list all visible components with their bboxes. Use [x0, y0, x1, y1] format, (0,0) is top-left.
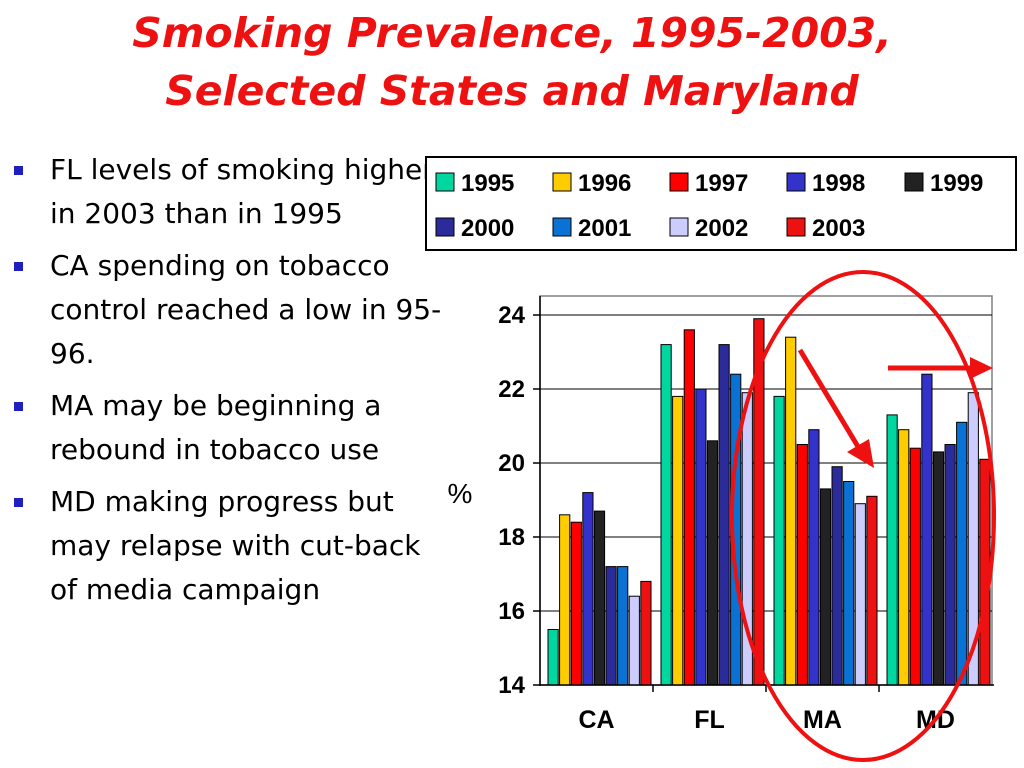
bar-fl-2000 [718, 344, 730, 686]
bar-ca-1998 [582, 492, 594, 686]
ma-decline-arrow-shaft [797, 348, 863, 452]
legend-swatch [552, 172, 572, 192]
bar-ma-1999 [819, 488, 832, 686]
bar-fl-1998 [695, 388, 707, 686]
bullet-square-icon [14, 402, 23, 411]
bar-ma-2002 [854, 503, 866, 686]
bar-ca-1996 [559, 514, 571, 686]
bullet-text: FL levels of smoking higher in 2003 than… [50, 153, 434, 230]
title-line-2: Selected States and Maryland [165, 67, 859, 115]
bullet-item: MD making progress but may relapse with … [12, 480, 452, 612]
bar-fl-1999 [706, 440, 719, 686]
bar-ma-2000 [831, 466, 843, 686]
bullet-list: FL levels of smoking higher in 2003 than… [12, 148, 452, 620]
bullet-square-icon [14, 262, 23, 271]
bar-ma-1996 [785, 336, 797, 686]
y-tick-label: 14 [498, 672, 525, 699]
y-tick-label: 16 [498, 598, 525, 625]
legend-label: 2003 [812, 215, 865, 242]
legend-label: 1999 [930, 170, 983, 197]
bullet-item: CA spending on tobacco control reached a… [12, 244, 452, 376]
x-category-label: CA [578, 706, 614, 734]
bar-md-1996 [898, 429, 910, 686]
slide-title: Smoking Prevalence, 1995-2003, Selected … [0, 4, 1024, 120]
annotations [730, 270, 996, 762]
legend-label: 1998 [812, 170, 865, 197]
ma-decline-arrow-head [847, 439, 874, 468]
legend-label: 1996 [578, 170, 631, 197]
bar-md-1997 [909, 447, 921, 686]
bar-ma-2001 [843, 481, 855, 686]
bar-ca-1999 [593, 510, 606, 686]
legend-swatch [786, 172, 806, 192]
bar-md-2000 [944, 444, 956, 686]
legend-swatch [552, 217, 572, 237]
y-tick-label: 18 [498, 524, 525, 551]
bar-ma-2003 [866, 495, 878, 686]
bullet-text: CA spending on tobacco control reached a… [50, 249, 442, 370]
x-category-label: FL [694, 706, 725, 734]
x-category-label: MA [803, 706, 842, 734]
bar-ma-1997 [796, 444, 808, 686]
bullet-item: MA may be beginning a rebound in tobacco… [12, 384, 452, 472]
bar-fl-1995 [660, 344, 672, 686]
bar-ma-1995 [773, 395, 785, 686]
y-axis-label: % [448, 478, 473, 509]
bars [547, 318, 991, 686]
bar-ma-1998 [808, 429, 820, 686]
bar-ca-1995 [547, 629, 559, 686]
bar-ca-2003 [640, 580, 652, 686]
bullet-text: MD making progress but may relapse with … [50, 485, 421, 606]
chart-legend: 1995 1996 1997 1998 1999 2000 2001 2002 2003 [425, 156, 1017, 251]
bar-md-1999 [932, 451, 945, 686]
y-tick-labels: 14 16 18 20 22 24 [498, 302, 525, 699]
bar-ca-1997 [570, 521, 582, 686]
y-tick-label: 20 [498, 450, 525, 477]
bar-md-1995 [886, 414, 898, 686]
legend-label: 1995 [461, 170, 514, 197]
highlight-ellipse [730, 270, 996, 762]
title-line-1: Smoking Prevalence, 1995-2003, [132, 9, 892, 57]
x-category-labels: CA FL MA MD [578, 685, 955, 734]
y-tick-label: 22 [498, 376, 525, 403]
legend-swatch [669, 217, 689, 237]
bullet-item: FL levels of smoking higher in 2003 than… [12, 148, 452, 236]
bar-ca-2000 [605, 566, 617, 686]
legend-swatch [669, 172, 689, 192]
legend-label: 2002 [695, 215, 748, 242]
bar-md-2003 [979, 458, 991, 686]
bar-fl-1997 [683, 329, 695, 686]
bar-md-2001 [956, 421, 968, 686]
legend-swatch [435, 172, 455, 192]
legend-label: 1997 [695, 170, 748, 197]
legend-label: 2001 [578, 215, 631, 242]
bullet-square-icon [14, 166, 23, 175]
legend-swatch [435, 217, 455, 237]
bar-ca-2002 [628, 595, 640, 686]
md-flat-arrow-head [970, 357, 993, 379]
bar-fl-1996 [672, 395, 684, 686]
y-tick-label: 24 [498, 302, 525, 329]
bullet-square-icon [14, 498, 23, 507]
legend-label: 2000 [461, 215, 514, 242]
legend-swatch [786, 217, 806, 237]
bullet-text: MA may be beginning a rebound in tobacco… [50, 389, 382, 466]
bar-ca-2001 [617, 566, 629, 686]
bar-md-1998 [921, 373, 933, 686]
legend-swatch [904, 172, 924, 192]
